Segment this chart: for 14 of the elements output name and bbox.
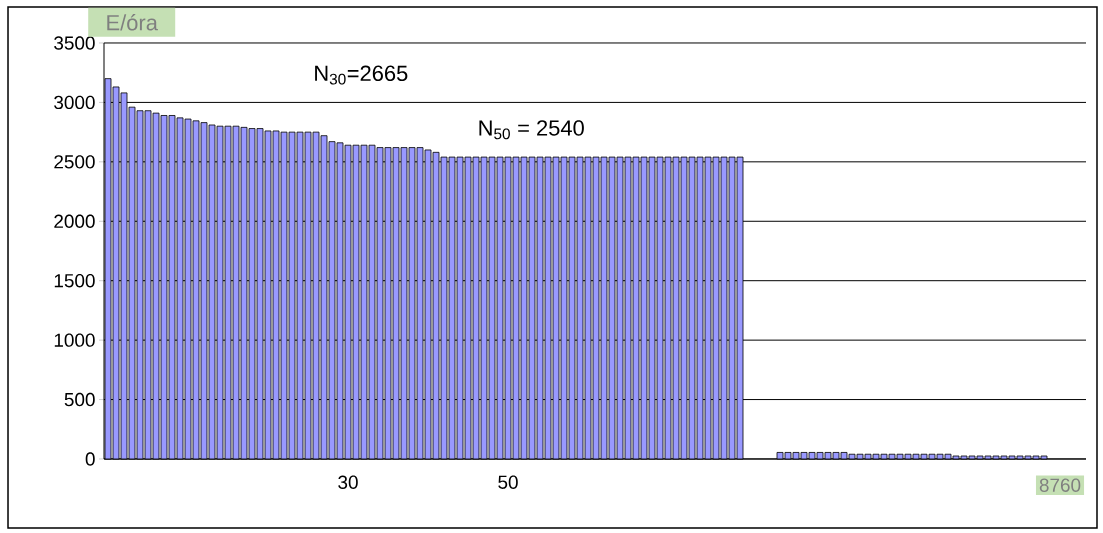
y-axis-title: E/óra xyxy=(107,14,158,31)
y-tick-label: 3500 xyxy=(54,36,95,50)
y-tick-label: 2500 xyxy=(54,155,95,169)
x-tick-label: 30 xyxy=(338,475,358,489)
y-tick-label: 500 xyxy=(64,392,95,407)
x-tick-label: 50 xyxy=(498,475,518,489)
annotation: N$_{50}$ = 2540 xyxy=(479,120,584,140)
y-tick-label: 3000 xyxy=(54,95,95,110)
y-tick-label: 2000 xyxy=(54,214,95,228)
x-tick-label: 8760 xyxy=(1039,478,1081,492)
y-tick-label: 0 xyxy=(85,452,95,466)
annotation: N$_{30}$=2665 xyxy=(315,65,408,85)
y-tick-label: 1500 xyxy=(54,274,95,288)
y-tick-label: 1000 xyxy=(54,333,95,347)
